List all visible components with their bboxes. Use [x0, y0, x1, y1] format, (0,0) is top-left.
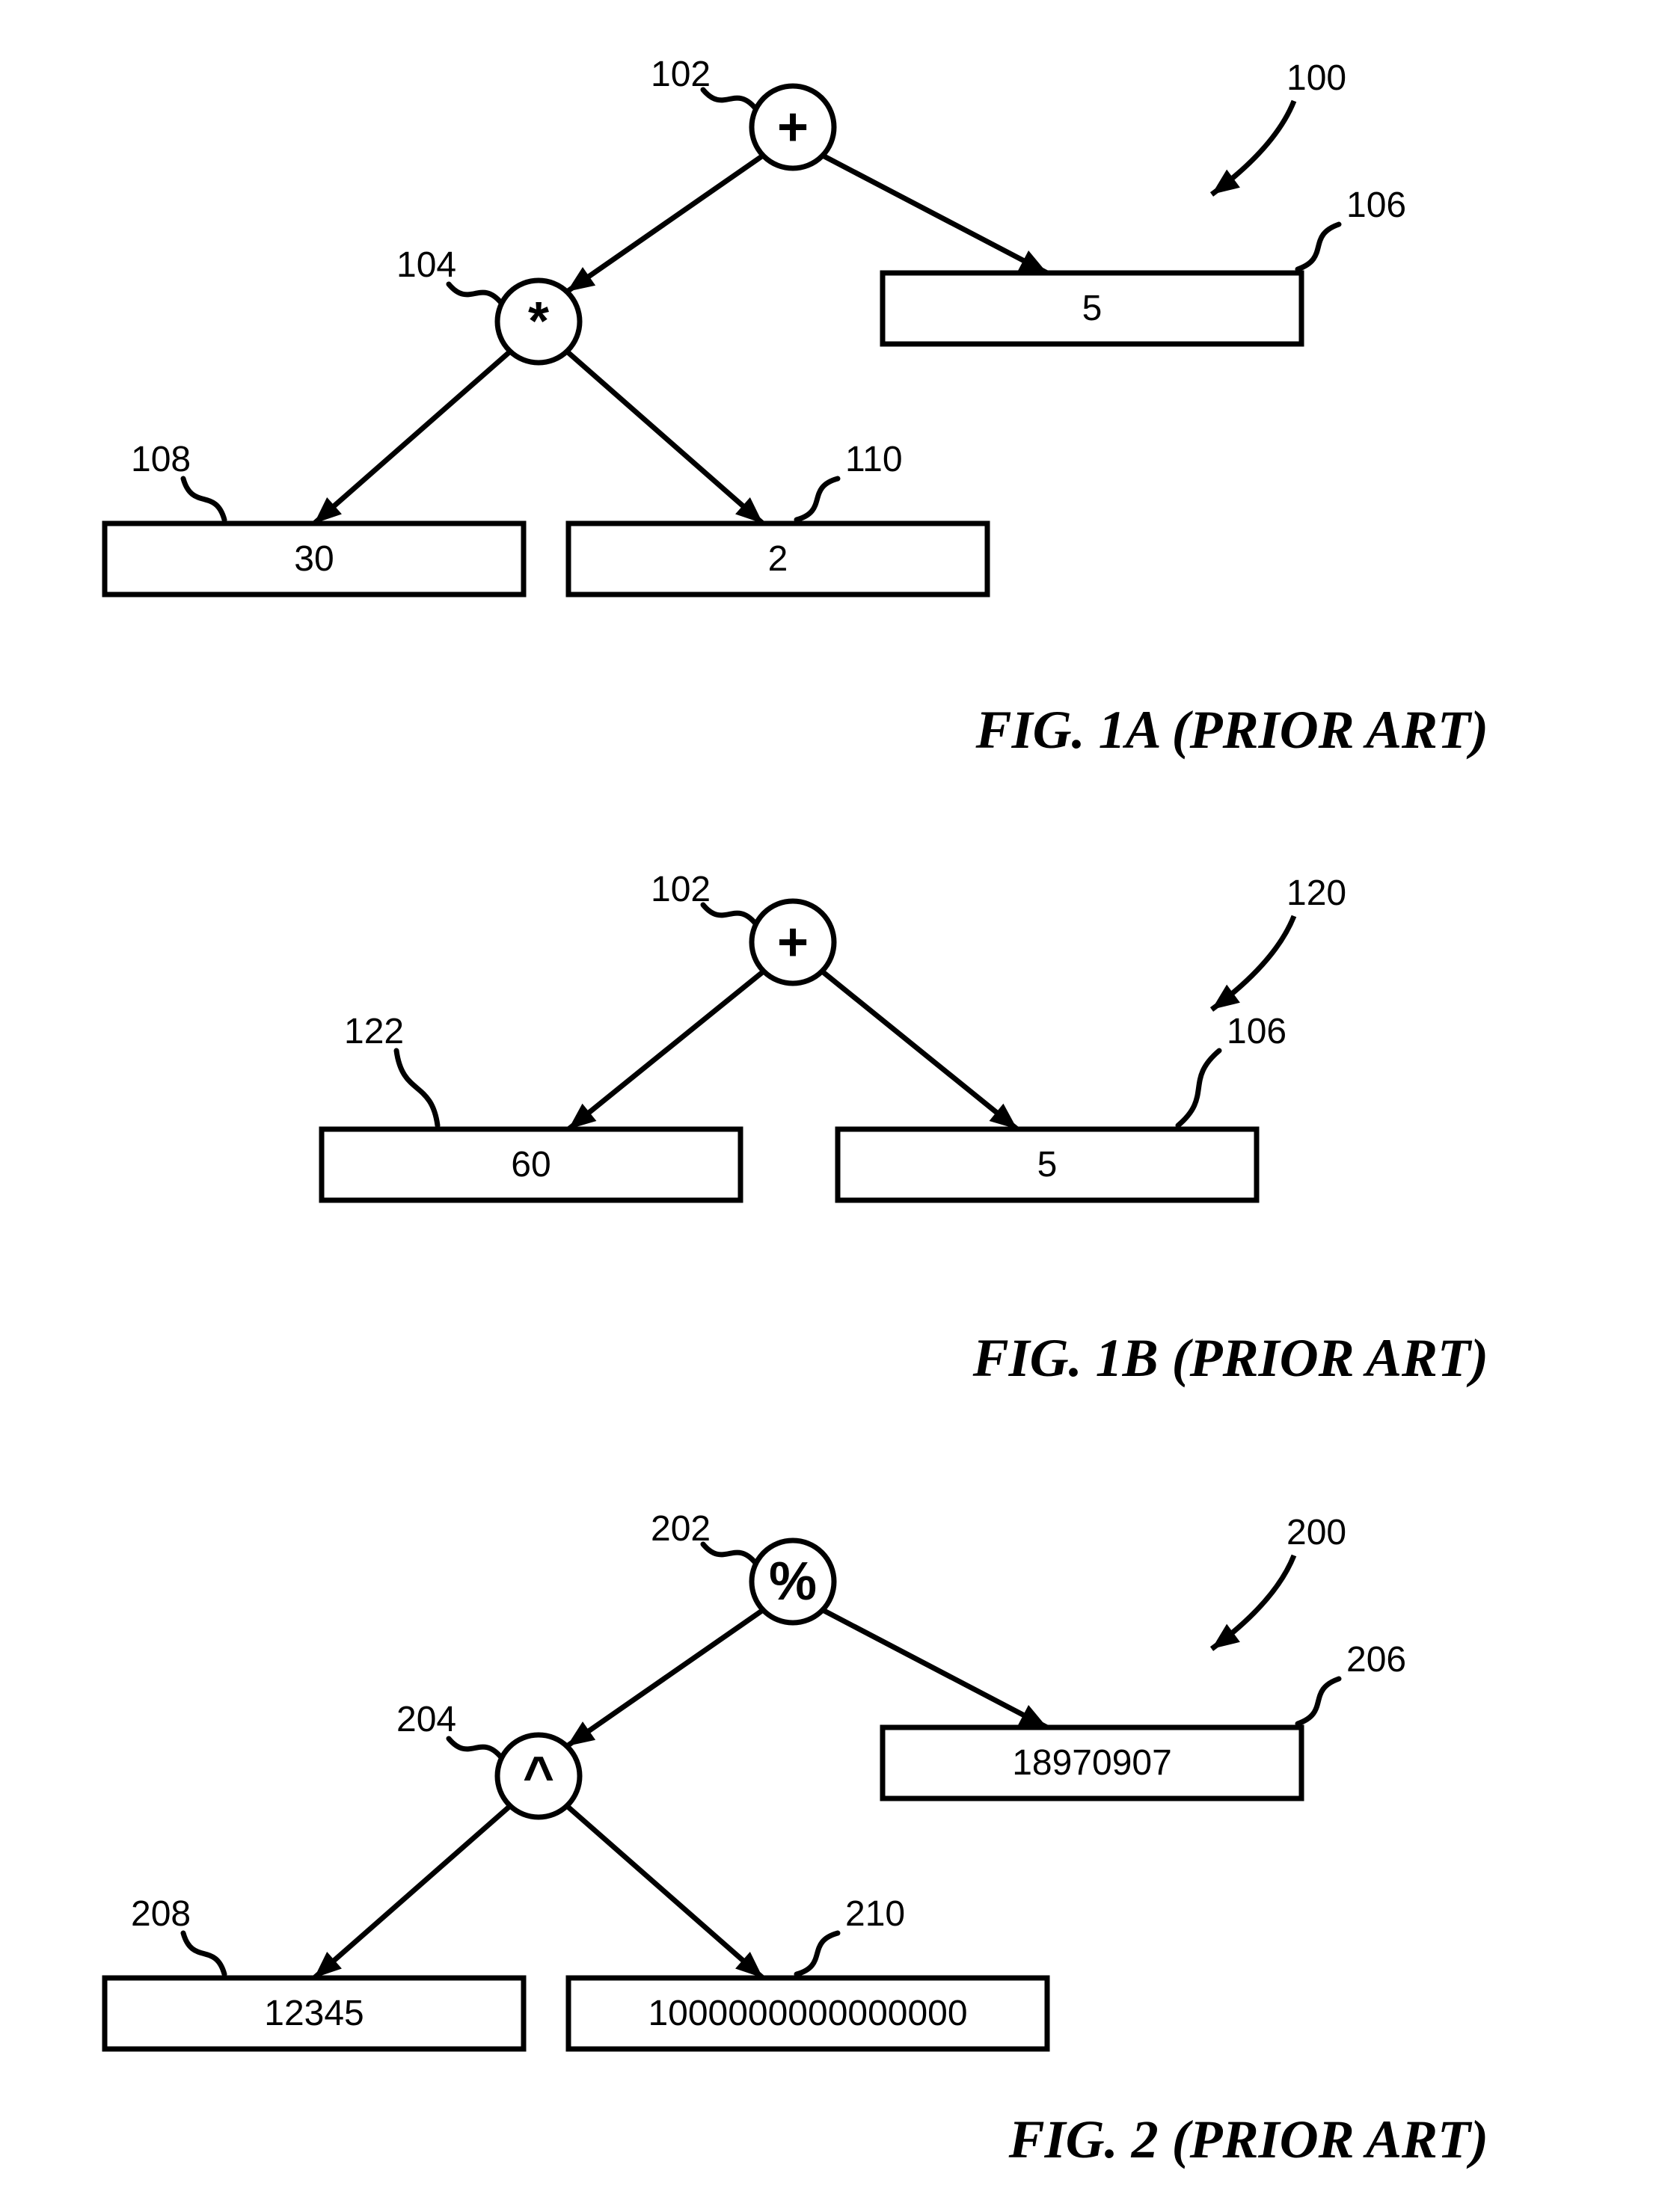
- node-208-value: 12345: [264, 1994, 364, 2033]
- pointer-100-ref: 100: [1286, 58, 1346, 98]
- node-122-ref: 122: [344, 1012, 404, 1051]
- node-202-symbol: %: [769, 1552, 817, 1612]
- node-210-value: 1000000000000000: [648, 1994, 967, 2033]
- fig-2: %202^20418970907206123452081000000000000…: [105, 1509, 1488, 2169]
- pointer-200-ref: 200: [1286, 1513, 1346, 1552]
- node-110-value: 2: [768, 539, 788, 579]
- node-204-ref: 204: [396, 1700, 456, 1739]
- node-204-symbol: ^: [523, 1746, 554, 1806]
- caption-fig2: FIG. 2 (PRIOR ART): [1008, 2110, 1488, 2169]
- caption-fig1a: FIG. 1A (PRIOR ART): [975, 700, 1488, 760]
- fig-1b: +102601225106120FIG. 1B (PRIOR ART): [322, 870, 1488, 1388]
- node-102b-symbol: +: [777, 912, 809, 972]
- node-106b-value: 5: [1037, 1145, 1058, 1185]
- node-102-symbol: +: [777, 97, 809, 157]
- node-104-symbol: *: [528, 292, 549, 351]
- node-206-value: 18970907: [1012, 1743, 1172, 1783]
- node-110-ref: 110: [845, 440, 903, 479]
- node-208-ref: 208: [131, 1894, 191, 1934]
- node-122-value: 60: [511, 1145, 551, 1185]
- node-106-ref: 106: [1346, 185, 1406, 225]
- pointer-120-ref: 120: [1286, 873, 1346, 913]
- node-106b-ref: 106: [1227, 1012, 1286, 1051]
- node-210-ref: 210: [845, 1894, 905, 1934]
- node-106-value: 5: [1082, 289, 1102, 328]
- fig-1a: +102*1045106301082110100FIG. 1A (PRIOR A…: [105, 55, 1488, 760]
- node-206-ref: 206: [1346, 1640, 1406, 1680]
- node-108-value: 30: [294, 539, 334, 579]
- caption-fig1b: FIG. 1B (PRIOR ART): [972, 1328, 1488, 1388]
- node-108-ref: 108: [131, 440, 191, 479]
- node-104-ref: 104: [396, 245, 456, 285]
